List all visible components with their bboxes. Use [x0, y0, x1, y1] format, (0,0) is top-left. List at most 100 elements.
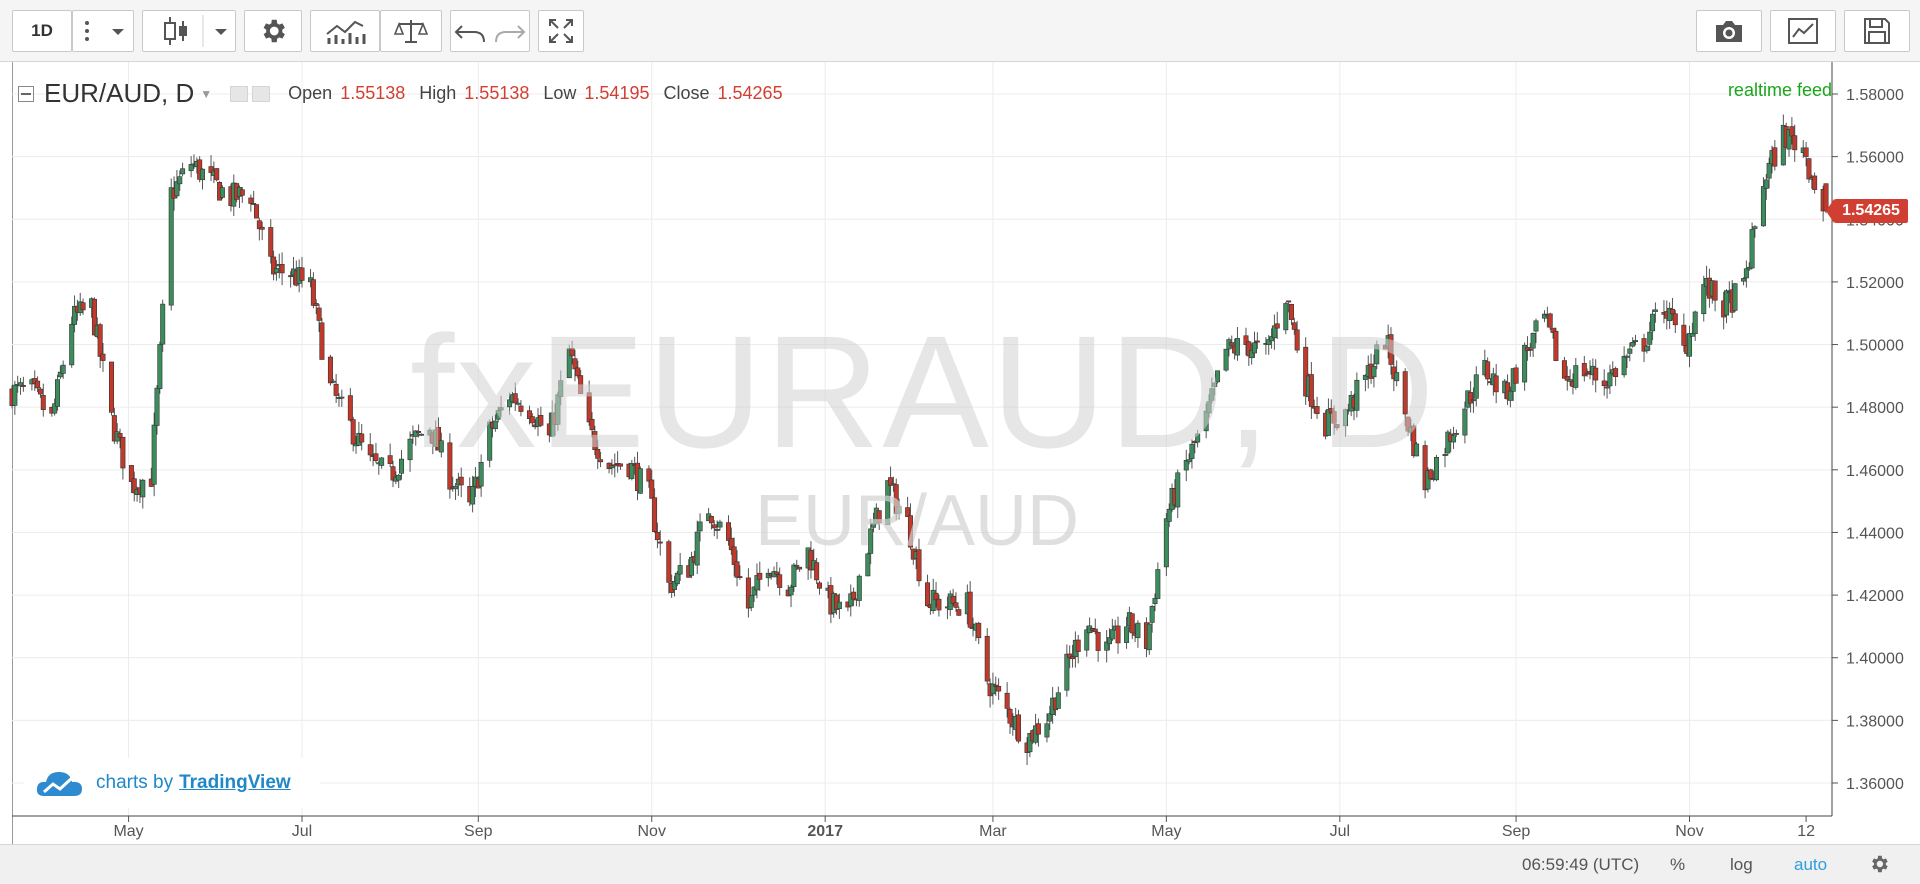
candle-body — [1621, 355, 1627, 376]
candle-body — [1473, 374, 1479, 399]
candle-body — [470, 486, 476, 505]
tradingview-link[interactable]: TradingView — [179, 772, 291, 793]
candle-body — [1149, 606, 1155, 623]
eye-icon[interactable] — [230, 85, 249, 102]
candle-body — [848, 593, 854, 607]
candle-body — [558, 380, 564, 397]
candle-body — [1186, 459, 1192, 463]
candle-body — [1573, 365, 1579, 388]
legend-symbol[interactable]: EUR/AUD, D — [44, 78, 195, 108]
candle-body — [717, 521, 723, 528]
chart-properties-button[interactable] — [1770, 10, 1836, 52]
candle-body — [1687, 333, 1693, 357]
candle-body — [1283, 303, 1289, 331]
candle-body — [617, 463, 623, 467]
candle-body — [1288, 304, 1294, 320]
candle-body — [1035, 723, 1041, 735]
candle-body — [254, 204, 260, 219]
candle-body — [1109, 629, 1115, 640]
log-toggle[interactable]: log — [1730, 855, 1753, 874]
clock-readout[interactable]: 06:59:49 (UTC) — [1522, 855, 1640, 874]
percent-toggle[interactable]: % — [1670, 855, 1686, 874]
candle-body — [1567, 379, 1573, 382]
candle-body — [1104, 641, 1110, 651]
candle-body — [609, 465, 615, 469]
candle-body — [754, 575, 760, 591]
price-axis[interactable]: 1.580001.560001.540001.520001.500001.480… — [1832, 87, 1904, 793]
candle-body — [188, 164, 194, 172]
candle-body — [1601, 380, 1607, 387]
undo-icon[interactable] — [452, 16, 490, 46]
time-axis[interactable]: May Jul Sep Nov 2017 Mar May Jul Sep Nov 12 — [113, 816, 1815, 840]
candle-body — [1533, 320, 1539, 332]
redo-icon[interactable] — [490, 16, 528, 46]
candle-body — [572, 358, 578, 370]
fullscreen-button[interactable] — [538, 10, 584, 52]
candle-body — [174, 181, 180, 197]
candle-body — [1607, 372, 1613, 387]
candle-body — [1803, 147, 1809, 157]
candle-body — [950, 595, 956, 604]
candle-body — [1271, 325, 1277, 339]
candle-body — [646, 468, 652, 482]
candle-body — [1763, 179, 1769, 189]
candle-body — [1445, 431, 1451, 454]
candle-body — [1328, 408, 1334, 414]
indicators-button[interactable] — [310, 10, 380, 52]
branding[interactable]: charts by TradingView — [24, 758, 320, 808]
candle-body — [956, 609, 962, 616]
compare-button[interactable] — [380, 10, 442, 52]
candle-body — [100, 353, 106, 361]
candle-body — [1692, 311, 1698, 334]
candle-body — [748, 595, 754, 608]
candle-body — [271, 256, 277, 275]
candle-body — [1652, 309, 1658, 312]
candle-body — [1792, 135, 1798, 151]
candle-body — [993, 684, 999, 687]
chart-style-button[interactable] — [142, 10, 236, 52]
candle-body — [54, 379, 60, 407]
candle-body — [1249, 350, 1255, 359]
save-button[interactable] — [1844, 10, 1910, 52]
candle-body — [1084, 629, 1090, 651]
candle-body — [598, 459, 604, 463]
candle-body — [418, 433, 424, 436]
series-legend: EUR/AUD, D ▼ Open 1.55138 High 1.55138 L… — [18, 78, 783, 109]
candle-body — [208, 166, 214, 173]
candle-body — [1388, 334, 1394, 365]
time-tick-label: Sep — [464, 823, 493, 840]
chart-pane[interactable] — [12, 62, 1908, 844]
close-value: 1.54265 — [717, 83, 783, 103]
candle-body — [1641, 338, 1647, 352]
interval-button[interactable]: 1D — [12, 10, 72, 52]
gear-icon[interactable] — [1868, 853, 1890, 880]
price-tick-label: 1.46000 — [1846, 463, 1904, 480]
candle-body — [1468, 392, 1474, 404]
candle-body — [1209, 388, 1215, 401]
collapse-legend-icon[interactable] — [18, 85, 34, 102]
candle-body — [649, 479, 655, 499]
auto-toggle[interactable]: auto — [1794, 855, 1828, 874]
candle-body — [1553, 330, 1559, 361]
candle-body — [657, 541, 663, 544]
candle-body — [1135, 622, 1141, 639]
price-chart[interactable]: 1.580001.560001.540001.520001.500001.480… — [0, 0, 1920, 844]
candle-body — [1667, 307, 1673, 322]
time-tick-label: 2017 — [807, 823, 843, 840]
candle-body — [91, 298, 97, 336]
snapshot-button[interactable] — [1696, 10, 1762, 52]
candle-body — [518, 405, 524, 412]
candle-body — [399, 458, 405, 474]
candle-body — [757, 572, 763, 580]
candle-body — [413, 430, 419, 437]
undo-redo-group — [450, 10, 530, 52]
series-settings-icon[interactable] — [252, 85, 271, 102]
chevron-down-icon[interactable]: ▼ — [200, 86, 213, 101]
candle-body — [69, 323, 75, 366]
candle-body — [160, 303, 166, 345]
candle-body — [925, 582, 931, 607]
interval-menu-button[interactable] — [72, 10, 134, 52]
settings-button[interactable] — [244, 10, 302, 52]
candle-body — [268, 227, 274, 257]
candle-body — [526, 410, 532, 419]
